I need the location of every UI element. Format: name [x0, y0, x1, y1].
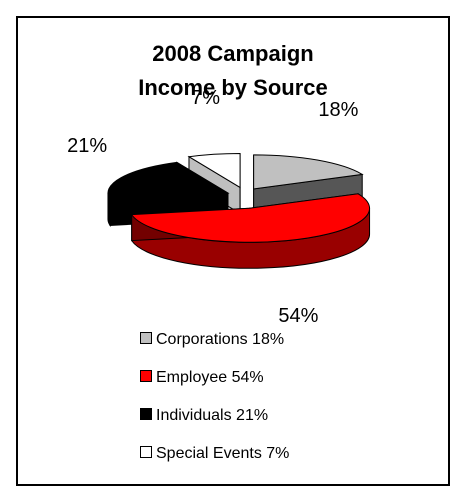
slice-individuals	[107, 161, 230, 200]
legend-item-corporations: Corporations 18%	[140, 330, 289, 350]
legend-item-special-events: Special Events 7%	[140, 444, 289, 464]
data-label-employee: 54%	[278, 305, 318, 327]
legend-label-corporations: Corporations 18%	[156, 331, 285, 348]
chart-title-line-2: Income by Source	[138, 75, 328, 100]
legend-item-individuals: Individuals 21%	[140, 406, 289, 426]
slice-corporations	[253, 154, 364, 190]
legend-swatch-individuals	[140, 407, 152, 420]
chart-frame: 2008 Campaign Income by Source 18% 54% 21%…	[16, 16, 450, 486]
legend-label-individuals: Individuals 21%	[156, 407, 269, 424]
legend-item-employee: Employee 54%	[140, 368, 289, 388]
legend-label-special-events: Special Events 7%	[156, 445, 290, 462]
chart-title-line-1: 2008 Campaign	[152, 41, 314, 66]
legend-label-employee: Employee 54%	[156, 369, 264, 386]
slice-employee	[130, 193, 371, 243]
data-label-special-events: 7%	[191, 87, 220, 109]
legend-swatch-corporations	[140, 331, 152, 344]
slice-special-events	[187, 152, 241, 189]
legend-swatch-special-events	[140, 445, 152, 458]
data-label-corporations: 18%	[318, 99, 358, 121]
legend-swatch-employee	[140, 369, 152, 382]
pie-chart: 18% 54% 21% 7%	[67, 87, 371, 327]
chart-legend: Corporations 18% Employee 54% Individual…	[140, 330, 289, 482]
data-label-individuals: 21%	[67, 135, 107, 157]
